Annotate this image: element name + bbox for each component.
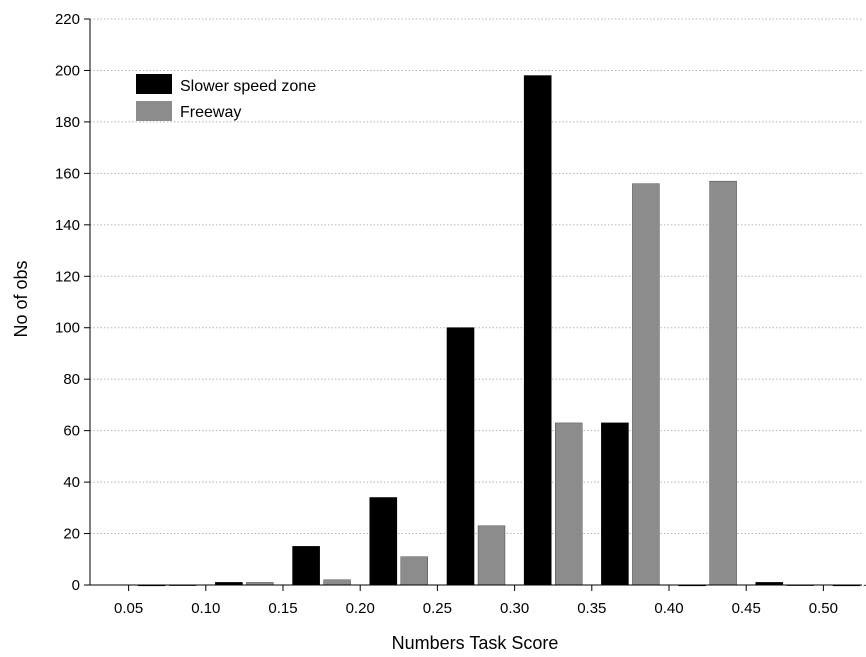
bar-freeway xyxy=(400,556,428,586)
y-tick-label: 20 xyxy=(63,526,80,543)
bar-slower-speed-zone xyxy=(292,546,320,586)
x-tick-label: 0.30 xyxy=(500,600,529,617)
bars xyxy=(137,75,866,587)
y-tick-label: 40 xyxy=(63,474,80,491)
x-tick-label: 0.20 xyxy=(346,600,375,617)
legend-swatch-freeway xyxy=(136,101,172,121)
x-tick-label: 0.15 xyxy=(268,600,297,617)
bar-freeway xyxy=(323,579,351,586)
bar-freeway xyxy=(477,525,506,586)
y-tick-label: 200 xyxy=(55,62,80,79)
y-tick-label: 100 xyxy=(55,320,80,337)
x-axis-title: Numbers Task Score xyxy=(392,633,559,653)
y-axis-title: No of obs xyxy=(11,260,31,337)
y-tick-label: 120 xyxy=(55,268,80,285)
x-tick-label: 0.10 xyxy=(191,600,220,617)
axes xyxy=(84,18,862,591)
y-tick-label: 0 xyxy=(72,577,80,594)
x-tick-label: 0.45 xyxy=(732,600,761,617)
legend-label-freeway: Freeway xyxy=(180,104,241,121)
bar-freeway xyxy=(863,584,866,586)
y-tick-label: 60 xyxy=(63,423,80,440)
y-tick-label: 140 xyxy=(55,217,80,234)
y-tick-label: 220 xyxy=(55,11,80,28)
legend: Slower speed zone Freeway xyxy=(136,74,316,121)
legend-label-slower-speed-zone: Slower speed zone xyxy=(180,78,316,95)
y-tick-label: 80 xyxy=(63,371,80,388)
x-tick-label: 0.05 xyxy=(114,600,143,617)
bar-freeway xyxy=(709,180,737,586)
x-tick-label: 0.50 xyxy=(809,600,838,617)
bar-slower-speed-zone xyxy=(446,327,475,586)
bar-slower-speed-zone xyxy=(523,75,552,586)
x-tick-label: 0.35 xyxy=(577,600,606,617)
x-tick-label: 0.40 xyxy=(654,600,683,617)
bar-freeway xyxy=(632,183,660,586)
tick-labels: 0 20 40 60 80 100 120 140 160 180 200 220 0.05 0.10 0.… xyxy=(55,11,838,617)
bar-freeway xyxy=(555,422,583,586)
bar-slower-speed-zone xyxy=(369,497,398,586)
y-tick-label: 180 xyxy=(55,114,80,131)
legend-swatch-slower-speed-zone xyxy=(136,74,172,94)
x-tick-label: 0.25 xyxy=(423,600,452,617)
bar-slower-speed-zone xyxy=(601,422,629,586)
gridlines xyxy=(90,18,862,535)
y-tick-label: 160 xyxy=(55,165,80,182)
